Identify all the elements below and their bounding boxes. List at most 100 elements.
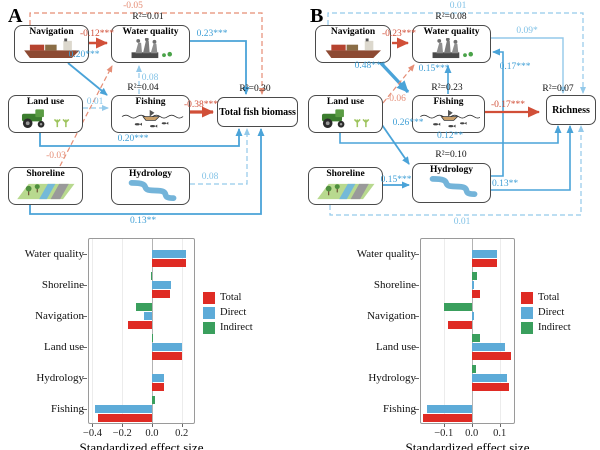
category-label-shoreline: Shoreline	[41, 278, 84, 291]
legend-label: Direct	[220, 307, 247, 318]
y-axis-tick	[83, 408, 87, 410]
panel-b-letter: B	[310, 5, 324, 27]
path-b-hydrology-richness	[491, 125, 574, 191]
coef-b-shoreline-hydrology: 0.15***	[380, 175, 412, 185]
legend-item-total: Total	[521, 290, 571, 305]
x-axis-tick	[181, 424, 183, 427]
path-a-shoreline-waterquality	[59, 65, 113, 167]
river-icon	[429, 176, 478, 197]
node-title: Fishing	[135, 97, 166, 107]
x-tick-label: −0.4	[82, 428, 102, 439]
bar-direct-fishing	[95, 404, 152, 413]
coef-b-fishing-waterquality: 0.15***	[418, 64, 450, 74]
node-landuse-b: Land use	[308, 95, 383, 133]
node-hydrology-b: Hydrology	[412, 163, 491, 203]
coef-a-navigation-waterquality: -0.12***	[79, 29, 115, 39]
gridline	[151, 239, 153, 423]
path-a-waterquality-biomass	[190, 40, 250, 95]
r2-fishing-a: R²=0.04	[127, 83, 159, 93]
panel-a-letter: A	[8, 5, 23, 27]
coef-a-shoreline-waterquality: -0.03	[46, 151, 66, 161]
node-title: Land use	[326, 97, 365, 107]
path-a-navigation-biomass	[29, 12, 265, 95]
coef-b-landuse-richness: 0.12**	[436, 131, 464, 141]
node-navigation-b: Navigation	[315, 25, 391, 63]
shoreline-icon	[316, 183, 375, 200]
coef-b-fishing-richness: -0.17***	[490, 100, 526, 110]
category-label-hydrology: Hydrology	[368, 371, 416, 384]
bar-direct-shoreline	[471, 280, 475, 289]
legend-label: Indirect	[220, 322, 253, 333]
y-axis-tick	[415, 315, 419, 317]
coef-b-shoreline-richness: 0.01	[453, 217, 471, 227]
bar-total-fishing	[98, 413, 152, 422]
y-axis-tick	[415, 253, 419, 255]
legend-label: Indirect	[538, 322, 571, 333]
coef-b-navigation-richness: 0.01	[449, 1, 467, 11]
bar-indirect-shoreline	[151, 271, 153, 280]
coef-b-hydrology-waterquality: 0.17***	[499, 62, 531, 72]
coef-b-hydrology-richness: 0.13**	[491, 179, 519, 189]
node-title: Richness	[552, 104, 590, 116]
gridline	[122, 239, 124, 423]
y-axis-tick	[83, 377, 87, 379]
bar-direct-water-quality	[151, 249, 187, 258]
node-shoreline-b: Shoreline	[308, 167, 383, 205]
node-richness: Richness	[546, 95, 596, 125]
coef-a-navigation-biomass: -0.05	[123, 1, 143, 11]
path-b-shoreline-richness	[329, 125, 584, 216]
x-axis-tick	[499, 424, 501, 427]
node-shoreline-a: Shoreline	[8, 167, 83, 205]
plot-panel	[420, 238, 515, 424]
bar-direct-water-quality	[471, 249, 497, 258]
category-label-water-quality: Water quality	[356, 247, 416, 260]
x-axis-label: Standardized effect size	[405, 440, 530, 450]
r2-waterquality-b: R²=0.08	[435, 12, 467, 22]
fishing-boat-icon	[121, 109, 184, 128]
shoreline-icon	[16, 183, 75, 200]
node-waterquality-a: Water quality	[111, 25, 190, 63]
bar-total-hydrology	[151, 382, 164, 391]
y-axis-tick	[415, 346, 419, 348]
node-fishing-a: Fishing	[111, 95, 190, 133]
node-title: Water quality	[423, 27, 480, 37]
node-title: Navigation	[330, 27, 376, 37]
coef-b-landuse-hydrology: 0.26***	[392, 118, 424, 128]
x-tick-label: 0.1	[493, 428, 507, 439]
legend-swatch-total	[521, 291, 533, 304]
category-label-land-use: Land use	[43, 340, 84, 353]
bar-indirect-navigation	[135, 302, 152, 311]
bar-direct-shoreline	[151, 280, 172, 289]
coef-b-navigation-waterquality: -0.23***	[381, 29, 417, 39]
bar-indirect-fishing	[151, 395, 155, 404]
path-b-navigation-richness	[327, 12, 586, 94]
bar-total-shoreline	[151, 289, 170, 298]
legend-swatch-total	[203, 291, 215, 304]
category-label-hydrology: Hydrology	[36, 371, 84, 384]
x-axis-tick	[443, 424, 445, 427]
coef-b-landuse-waterquality: -0.06	[386, 94, 406, 104]
node-title: Hydrology	[128, 169, 173, 179]
coef-a-landuse-fishing: 0.01	[86, 97, 104, 107]
gridline	[471, 239, 473, 423]
r2-biomass-a: R²=0.30	[239, 84, 271, 94]
node-title: Land use	[26, 97, 65, 107]
legend-label: Total	[538, 292, 560, 303]
coef-b-waterquality-richness: 0.09*	[516, 26, 538, 36]
r2-richness: R²=0.07	[542, 84, 574, 94]
r2-waterquality-a: R²=0.01	[132, 12, 164, 22]
bar-direct-hydrology	[471, 373, 507, 382]
category-label-navigation: Navigation	[35, 309, 84, 322]
y-axis-tick	[415, 408, 419, 410]
legend-item-indirect: Indirect	[521, 320, 571, 335]
ship-icon	[325, 38, 381, 59]
x-axis-tick	[122, 424, 124, 427]
node-title: Fishing	[433, 97, 464, 107]
legend-item-total: Total	[203, 290, 253, 305]
node-title: Navigation	[29, 27, 74, 37]
legend: Total Direct Indirect	[203, 290, 253, 335]
coef-a-fishing-biomass: -0.38***	[183, 100, 219, 110]
category-label-water-quality: Water quality	[24, 247, 84, 260]
coef-a-landuse-biomass: 0.20***	[117, 134, 149, 144]
legend-label: Total	[220, 292, 242, 303]
